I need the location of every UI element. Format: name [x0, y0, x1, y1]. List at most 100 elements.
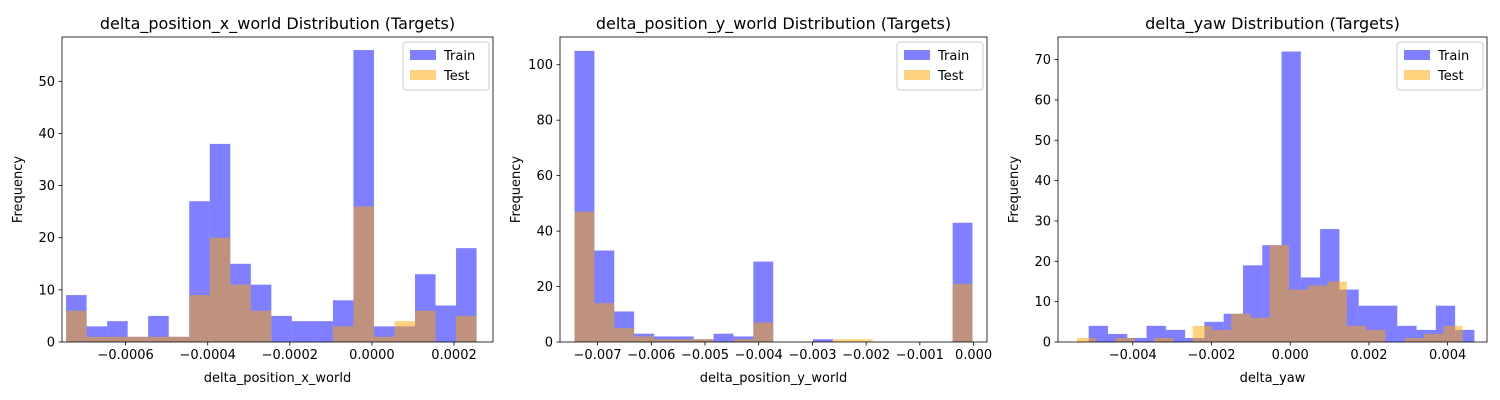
bar-test: [1424, 333, 1444, 342]
y-tick-label: 0: [47, 336, 55, 351]
y-tick-label: 60: [536, 169, 553, 184]
bar-train: [733, 336, 754, 342]
y-tick-label: 10: [38, 283, 55, 298]
bar-train: [812, 339, 833, 342]
bar-test: [1308, 285, 1328, 342]
chart-title: delta_position_y_world Distribution (Tar…: [596, 14, 951, 34]
y-axis-label: Frequency: [11, 156, 26, 223]
bar-test: [832, 339, 853, 342]
bar-train: [1127, 337, 1147, 342]
bar-test: [332, 326, 354, 342]
legend-swatch-test: [410, 70, 436, 80]
bar-test: [1154, 337, 1174, 342]
bar-test: [673, 339, 694, 342]
legend-swatch-train: [410, 50, 436, 60]
x-tick-label: 0.0002: [431, 348, 477, 363]
legend: Train Test: [1396, 41, 1484, 91]
bar-test: [693, 339, 714, 342]
bar-train: [107, 321, 128, 342]
y-tick-label: 20: [1034, 255, 1051, 270]
x-tick-label: −0.0006: [97, 348, 153, 363]
legend: Train Test: [402, 41, 490, 91]
bar-test: [148, 336, 169, 342]
chart-title: delta_yaw Distribution (Targets): [1145, 14, 1400, 34]
bar-test: [66, 310, 87, 342]
x-tick-label: 0.000: [1272, 348, 1309, 363]
bar-test: [1327, 281, 1347, 342]
bar-train: [713, 333, 734, 342]
axes-frame: [559, 36, 988, 343]
x-tick-label: −0.002: [1187, 348, 1235, 363]
bar-train: [1146, 325, 1166, 342]
y-tick-label: 20: [536, 280, 553, 295]
bar-test: [1115, 337, 1135, 342]
bar-test: [653, 339, 674, 342]
axes-frame: [61, 36, 494, 343]
series-test: [1076, 245, 1463, 342]
bar-test: [250, 310, 272, 342]
y-tick-label: 50: [1034, 134, 1051, 149]
bar-test: [753, 322, 774, 342]
bar-test: [456, 315, 477, 342]
legend: Train Test: [896, 41, 984, 91]
bar-train: [271, 315, 292, 342]
series-train: [574, 50, 973, 343]
bar-test: [733, 339, 754, 342]
series-test: [574, 211, 973, 342]
x-tick-label: 0.002: [1350, 348, 1387, 363]
bar-train: [148, 315, 169, 342]
bar-train: [435, 305, 457, 342]
series-test: [66, 206, 477, 342]
bar-test: [1404, 337, 1425, 342]
legend-label-test: Test: [443, 69, 470, 84]
bar-test: [1231, 313, 1251, 342]
y-tick-label: 30: [38, 179, 55, 194]
y-tick-label: 40: [536, 225, 553, 240]
y-axis-label: Frequency: [1007, 156, 1022, 223]
bar-test: [1289, 289, 1309, 342]
bar-train: [312, 321, 333, 342]
x-tick-label: −0.0002: [262, 348, 318, 363]
chart-title: delta_position_x_world Distribution (Tar…: [100, 14, 455, 34]
x-tick-label: −0.004: [1109, 348, 1157, 363]
bar-test: [127, 336, 149, 342]
legend-label-train: Train: [1437, 49, 1469, 64]
y-tick-label: 10: [1034, 295, 1051, 310]
bar-train: [1088, 325, 1108, 342]
subplot-1: −0.0006 −0.0004 −0.0002 0.0000 0.0002 0 10 20 30…: [11, 14, 494, 386]
axes-frame: [1057, 36, 1488, 343]
bar-train: [673, 336, 694, 342]
bar-test: [614, 328, 635, 342]
bar-train: [1107, 333, 1128, 342]
bar-test: [1366, 329, 1386, 342]
x-tick-label: −0.003: [788, 348, 836, 363]
legend-swatch-train: [904, 50, 930, 60]
bar-test: [852, 339, 873, 342]
y-tick-label: 80: [536, 114, 553, 129]
bar-train: [753, 261, 774, 342]
x-tick-label: −0.001: [896, 348, 944, 363]
bar-test: [1269, 245, 1290, 342]
x-tick-label: −0.002: [842, 348, 890, 363]
bar-test: [952, 283, 973, 342]
bar-train: [291, 321, 313, 342]
bar-test: [189, 295, 210, 342]
series-train: [66, 50, 477, 342]
legend-label-train: Train: [937, 49, 969, 64]
bar-test: [86, 336, 108, 342]
bar-test: [594, 303, 615, 342]
bar-test: [373, 336, 395, 342]
bar-test: [1192, 325, 1212, 342]
legend-swatch-test: [1404, 70, 1430, 80]
bar-test: [1076, 337, 1097, 342]
bar-train: [1397, 325, 1417, 342]
y-tick-label: 100: [528, 58, 553, 73]
y-tick-label: 40: [38, 127, 55, 142]
y-tick-label: 50: [38, 75, 55, 90]
x-tick-label: −0.005: [681, 348, 729, 363]
x-tick-label: −0.007: [574, 348, 622, 363]
bar-test: [415, 310, 436, 342]
bar-test: [574, 211, 595, 342]
bar-test: [209, 237, 231, 342]
legend-label-test: Test: [937, 69, 964, 84]
